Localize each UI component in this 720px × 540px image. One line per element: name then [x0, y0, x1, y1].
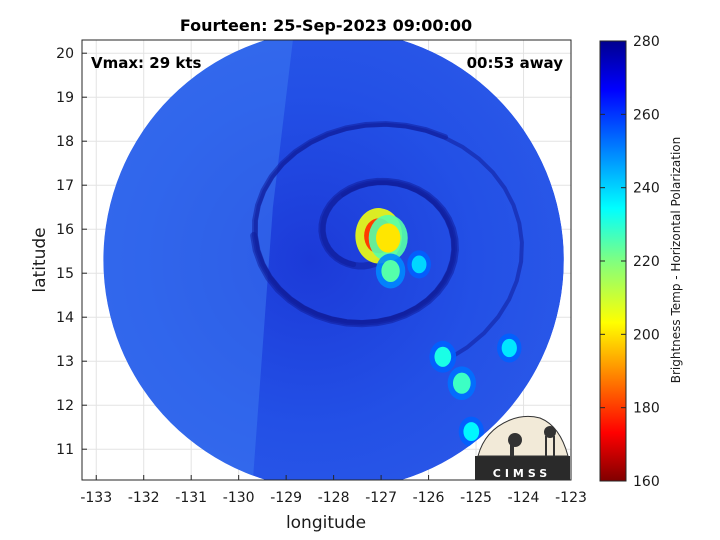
colorbar-tick-label: 160 — [633, 474, 660, 490]
x-tick-label: -123 — [555, 490, 587, 506]
y-tick-label: 16 — [56, 222, 74, 238]
colorbar-tick-label: 240 — [633, 181, 660, 197]
x-tick-label: -126 — [413, 490, 445, 506]
plot-title: Fourteen: 25-Sep-2023 09:00:00 — [180, 16, 472, 35]
spiral-band — [253, 122, 524, 362]
y-tick-label: 14 — [56, 310, 74, 326]
x-tick-label: -129 — [270, 490, 302, 506]
convective-cell — [463, 422, 480, 442]
x-tick-label: -132 — [128, 490, 160, 506]
y-tick-label: 19 — [56, 90, 74, 106]
convective-cell — [452, 372, 471, 394]
x-axis-label: longitude — [286, 513, 366, 533]
swath-seam-region — [103, 40, 293, 480]
x-tick-label: -130 — [223, 490, 255, 506]
axes-frame — [81, 39, 572, 481]
x-tick-label: -124 — [508, 490, 540, 506]
y-tick-label: 18 — [56, 134, 74, 150]
x-tick-label: -128 — [318, 490, 350, 506]
y-axis-ticks: 11 12 13 14 15 16 17 18 19 20 — [56, 46, 87, 458]
colorbar: 160 180 200 220 240 260 280 Brightness Temp - … — [599, 34, 683, 490]
convective-cells — [355, 208, 522, 447]
y-tick-label: 17 — [56, 178, 74, 194]
vmax-annotation: Vmax: 29 kts — [91, 54, 201, 72]
convective-cell — [434, 346, 452, 367]
colorbar-tick-label: 200 — [633, 327, 660, 343]
y-tick-label: 11 — [56, 442, 74, 458]
colorbar-tick-label: 220 — [633, 254, 660, 270]
y-tick-label: 15 — [56, 266, 74, 282]
logo-text: CIMSS — [493, 467, 551, 480]
colorbar-label: Brightness Temp - Horizontal Polarizatio… — [669, 137, 683, 384]
colorbar-tick-label: 180 — [633, 401, 660, 417]
x-tick-label: -131 — [175, 490, 207, 506]
colorbar-tick-label: 260 — [633, 107, 660, 123]
convective-cell — [381, 259, 400, 283]
time-away-annotation: 00:53 away — [467, 54, 564, 72]
colorbar-ticks: 160 180 200 220 240 260 280 — [600, 34, 660, 490]
spiral-bands — [250, 121, 524, 362]
x-tick-label: -127 — [365, 490, 397, 506]
x-axis-ticks: -133 -132 -131 -130 -129 -128 -127 -126 -125 -124… — [80, 475, 587, 506]
y-tick-label: 20 — [56, 46, 74, 62]
convective-cell — [411, 255, 427, 274]
y-axis-label: latitude — [30, 227, 50, 292]
convective-cell — [376, 223, 401, 253]
y-tick-label: 13 — [56, 354, 74, 370]
x-tick-label: -125 — [460, 490, 492, 506]
convective-cell — [501, 338, 517, 358]
x-tick-label: -133 — [80, 490, 112, 506]
y-tick-label: 12 — [56, 398, 74, 414]
plot-area — [82, 40, 571, 480]
cimss-logo: CIMSS — [475, 415, 570, 480]
colorbar-tick-label: 280 — [633, 34, 660, 50]
swath-group — [103, 40, 564, 480]
